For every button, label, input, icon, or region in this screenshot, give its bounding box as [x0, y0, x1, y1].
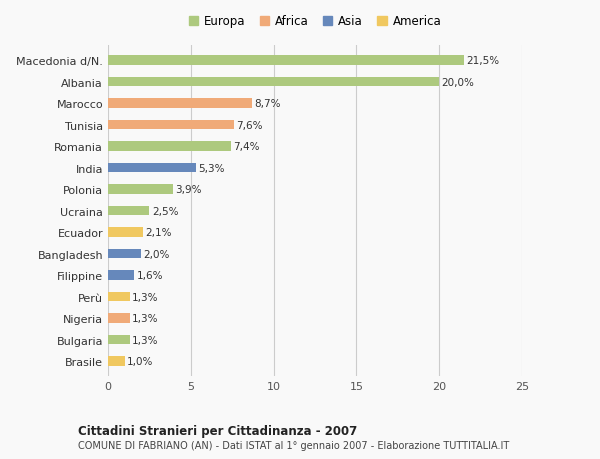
Text: 20,0%: 20,0% [442, 78, 475, 87]
Text: Cittadini Stranieri per Cittadinanza - 2007: Cittadini Stranieri per Cittadinanza - 2… [78, 425, 357, 437]
Text: COMUNE DI FABRIANO (AN) - Dati ISTAT al 1° gennaio 2007 - Elaborazione TUTTITALI: COMUNE DI FABRIANO (AN) - Dati ISTAT al … [78, 440, 509, 450]
Bar [108, 292, 130, 302]
Text: 1,3%: 1,3% [132, 313, 158, 324]
Bar [108, 335, 130, 345]
Text: 2,0%: 2,0% [143, 249, 170, 259]
Bar [108, 185, 173, 195]
Text: 1,3%: 1,3% [132, 335, 158, 345]
Bar [108, 78, 439, 87]
Text: 1,6%: 1,6% [137, 270, 163, 280]
Bar [108, 206, 149, 216]
Text: 5,3%: 5,3% [198, 163, 225, 173]
Text: 2,1%: 2,1% [145, 228, 172, 238]
Bar [108, 163, 196, 173]
Text: 2,5%: 2,5% [152, 206, 178, 216]
Text: 3,9%: 3,9% [175, 185, 202, 195]
Text: 1,3%: 1,3% [132, 292, 158, 302]
Bar [108, 120, 234, 130]
Bar [108, 313, 130, 323]
Text: 21,5%: 21,5% [467, 56, 500, 66]
Text: 7,4%: 7,4% [233, 142, 260, 152]
Bar [108, 249, 141, 259]
Bar [108, 228, 143, 237]
Text: 1,0%: 1,0% [127, 356, 154, 366]
Bar [108, 357, 125, 366]
Bar [108, 142, 230, 151]
Text: 8,7%: 8,7% [254, 99, 281, 109]
Bar [108, 99, 252, 109]
Bar [108, 56, 464, 66]
Text: 7,6%: 7,6% [236, 120, 263, 130]
Bar [108, 271, 134, 280]
Legend: Europa, Africa, Asia, America: Europa, Africa, Asia, America [188, 16, 442, 28]
